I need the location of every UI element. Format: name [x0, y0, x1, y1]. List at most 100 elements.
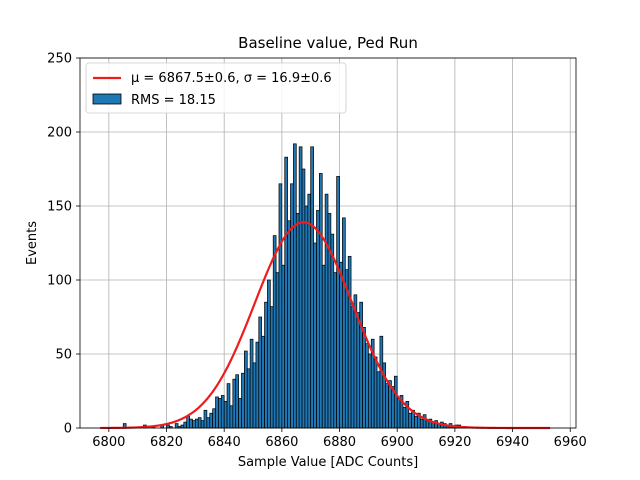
histogram-bar — [393, 375, 398, 429]
x-tick-label: 6820 — [150, 435, 183, 450]
histogram-bar — [174, 423, 179, 429]
y-tick-label: 200 — [47, 126, 72, 141]
histogram-bar — [189, 418, 193, 429]
histogram-bar — [186, 415, 190, 429]
chart-title: Baseline value, Ped Run — [238, 34, 418, 52]
legend-fit-mu: μ = 6867.5±0.6, — [131, 71, 244, 86]
histogram-bar — [200, 420, 205, 429]
histogram-bar — [385, 383, 389, 429]
histogram-bar — [281, 264, 286, 429]
histogram-bar — [414, 415, 418, 429]
legend-fit-label: μ = 6867.5±0.6, σ = 16.9±0.6 — [131, 71, 332, 86]
x-tick-label: 6900 — [381, 435, 414, 450]
y-tick-label: 50 — [55, 348, 72, 363]
histogram-bar — [408, 412, 412, 429]
histogram-bar — [333, 272, 338, 429]
histogram-bar — [166, 424, 170, 429]
y-tick-label: 150 — [47, 200, 72, 215]
histogram-bar — [255, 341, 260, 429]
y-axis-label: Events — [25, 221, 40, 265]
histogram-bar — [209, 412, 214, 429]
histogram-bar — [252, 362, 257, 429]
x-tick-label: 6840 — [208, 435, 241, 450]
histogram-bar — [396, 398, 401, 429]
histogram-bar — [275, 272, 280, 429]
histogram-bar — [336, 176, 340, 429]
histogram-bar — [284, 156, 288, 429]
histogram-bar — [307, 193, 312, 429]
x-tick-label: 6940 — [496, 435, 529, 450]
histogram-bar — [376, 371, 381, 429]
histogram-bar — [362, 327, 366, 429]
histogram-bar — [235, 374, 239, 429]
histogram-bar — [379, 335, 384, 429]
histogram-bar — [350, 306, 355, 429]
plot-frame — [79, 57, 577, 429]
x-axis-ticks: 6800 6820 6840 6860 6880 6900 6920 6940 6960 — [92, 428, 587, 450]
histogram-bar — [226, 383, 231, 429]
histogram-bar — [365, 343, 369, 429]
x-tick-label: 6800 — [92, 435, 125, 450]
gaussian-fit-curve — [100, 221, 551, 430]
histogram-bar — [272, 235, 277, 429]
histogram-bar — [293, 143, 297, 429]
histogram-bar — [324, 193, 329, 429]
legend-hist-label: RMS = 18.15 — [131, 93, 216, 108]
histogram-bar — [215, 396, 219, 429]
legend-fit-sigma: σ = 16.9±0.6 — [244, 71, 332, 86]
histogram-bar — [287, 220, 291, 429]
histogram-bar — [197, 417, 202, 429]
histogram-bar — [220, 395, 225, 429]
histogram-bar — [183, 421, 188, 429]
x-tick-label: 6880 — [323, 435, 356, 450]
histogram-bar — [347, 255, 352, 429]
histogram-bar — [264, 301, 268, 429]
histogram-bar — [422, 414, 427, 429]
histogram-bar — [356, 312, 361, 429]
histogram-bar — [194, 418, 199, 429]
histogram-bar — [304, 205, 309, 429]
histogram-bar — [339, 261, 343, 429]
histogram-bar — [313, 242, 317, 429]
legend: μ = 6867.5±0.6, σ = 16.9±0.6 RMS = 18.15 — [85, 62, 347, 114]
histogram-bar — [368, 353, 372, 429]
histogram-bar — [342, 217, 346, 429]
histogram-bar — [321, 264, 326, 429]
x-tick-label: 6860 — [265, 435, 298, 450]
y-axis-ticks: 0 50 100 150 200 250 — [47, 52, 80, 437]
histogram-bar — [203, 409, 208, 429]
histogram-bar — [261, 335, 265, 429]
legend-box — [85, 62, 347, 114]
y-tick-label: 0 — [64, 422, 72, 437]
histogram-bar — [298, 146, 303, 429]
histogram-bar — [301, 168, 306, 429]
histogram-bar — [244, 350, 248, 429]
legend-hist-swatch — [92, 93, 122, 105]
histogram-bar — [402, 406, 407, 429]
y-tick-label: 100 — [47, 274, 72, 289]
histogram-bar — [212, 408, 216, 429]
histogram-bar — [316, 210, 320, 429]
histogram-bar — [419, 418, 424, 429]
histogram-bar — [318, 173, 323, 429]
histogram-bar — [192, 420, 196, 429]
histogram-bar — [206, 417, 211, 429]
histogram-bar — [310, 146, 314, 429]
x-tick-label: 6920 — [438, 435, 471, 450]
histogram-bar — [269, 306, 274, 429]
histogram-bar — [290, 183, 294, 429]
histogram-bar — [267, 279, 271, 429]
histogram-bar — [180, 424, 185, 429]
histogram-bar — [241, 372, 245, 429]
histogram-bar — [425, 420, 430, 429]
histogram-bar — [249, 338, 254, 429]
histogram-bar — [229, 405, 234, 429]
histogram-bar — [246, 368, 251, 429]
histogram-bar — [238, 398, 242, 429]
histogram-bar — [232, 378, 237, 429]
histogram-bar — [218, 398, 222, 429]
histogram-bar — [278, 183, 283, 429]
histogram-bar — [295, 213, 300, 429]
histogram-bar — [373, 356, 378, 429]
